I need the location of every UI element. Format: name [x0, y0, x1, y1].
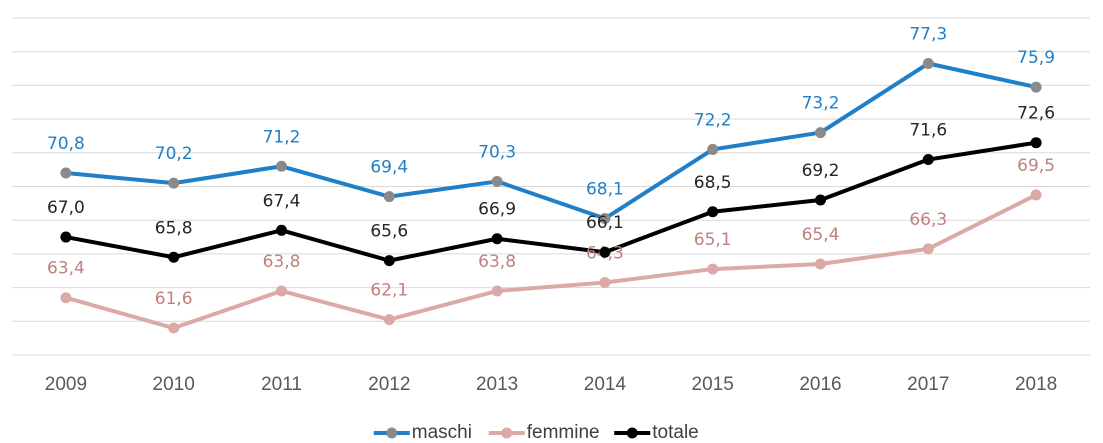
data-label: 69,5	[1017, 156, 1055, 176]
x-tick-label: 2016	[799, 374, 841, 395]
data-label: 70,8	[47, 134, 85, 154]
point	[815, 258, 826, 270]
point	[60, 292, 72, 304]
data-label: 69,4	[370, 158, 408, 178]
point	[707, 143, 719, 155]
point	[491, 175, 503, 187]
data-label: 65,8	[155, 218, 193, 238]
x-tick-label: 2012	[368, 374, 410, 395]
point	[276, 160, 287, 172]
data-label: 71,6	[909, 121, 947, 141]
data-label: 68,1	[586, 180, 624, 200]
point	[815, 127, 826, 139]
data-label: 67,0	[47, 198, 85, 218]
point	[599, 277, 611, 289]
data-label: 70,3	[478, 142, 516, 162]
point	[60, 231, 72, 243]
series-line	[65, 193, 1037, 331]
data-label: 75,9	[1017, 48, 1055, 68]
x-tick-label: 2009	[45, 374, 87, 395]
x-tick-label: 2010	[153, 374, 195, 395]
data-label: 66,1	[586, 213, 624, 233]
point	[922, 243, 934, 255]
data-label: 62,1	[370, 281, 408, 301]
point	[491, 285, 503, 297]
point	[922, 154, 934, 166]
point	[815, 194, 826, 206]
point	[60, 167, 72, 179]
point	[707, 263, 719, 275]
legend-marker	[386, 427, 398, 439]
data-label: 65,6	[370, 222, 408, 242]
point	[383, 191, 395, 203]
series-line	[65, 61, 1037, 221]
point	[168, 322, 180, 334]
data-label: 73,2	[802, 94, 840, 114]
data-label: 71,2	[263, 127, 301, 147]
x-tick-label: 2013	[476, 374, 518, 395]
legend-marker	[626, 427, 638, 439]
data-label: 63,8	[263, 252, 301, 272]
legend-marker	[501, 427, 513, 439]
x-tick-label: 2014	[584, 374, 627, 395]
data-label: 72,6	[1017, 104, 1055, 124]
point	[1030, 137, 1042, 149]
x-tick-label: 2018	[1015, 374, 1057, 395]
point	[168, 251, 180, 263]
point	[276, 224, 287, 236]
point	[599, 246, 611, 258]
data-label: 65,1	[694, 230, 732, 250]
data-label: 65,4	[802, 225, 840, 245]
data-label: 67,4	[263, 191, 301, 211]
series-line	[65, 140, 1037, 263]
x-tick-label: 2011	[261, 374, 302, 395]
data-label: 72,2	[694, 110, 732, 130]
data-label: 70,2	[155, 144, 193, 164]
data-label: 66,3	[909, 210, 947, 230]
point	[383, 255, 395, 267]
data-label: 61,6	[155, 289, 193, 309]
point	[1030, 189, 1042, 201]
data-label: 77,3	[909, 24, 947, 44]
x-tick-label: 2015	[692, 374, 734, 395]
legend-label: maschi	[412, 422, 472, 443]
data-label: 66,9	[478, 200, 516, 220]
legend-label: femmine	[527, 422, 600, 443]
point	[922, 57, 934, 69]
point	[707, 206, 719, 218]
point	[1030, 81, 1042, 93]
point	[168, 177, 180, 189]
point	[599, 213, 611, 225]
data-label: 69,2	[802, 161, 840, 181]
point	[383, 314, 395, 326]
legend-label: totale	[652, 422, 698, 443]
data-label: 63,8	[478, 252, 516, 272]
data-label: 68,5	[694, 173, 732, 193]
x-tick-label: 2017	[907, 374, 949, 395]
data-label: 63,4	[47, 259, 85, 279]
point	[491, 233, 503, 245]
point	[276, 285, 287, 297]
